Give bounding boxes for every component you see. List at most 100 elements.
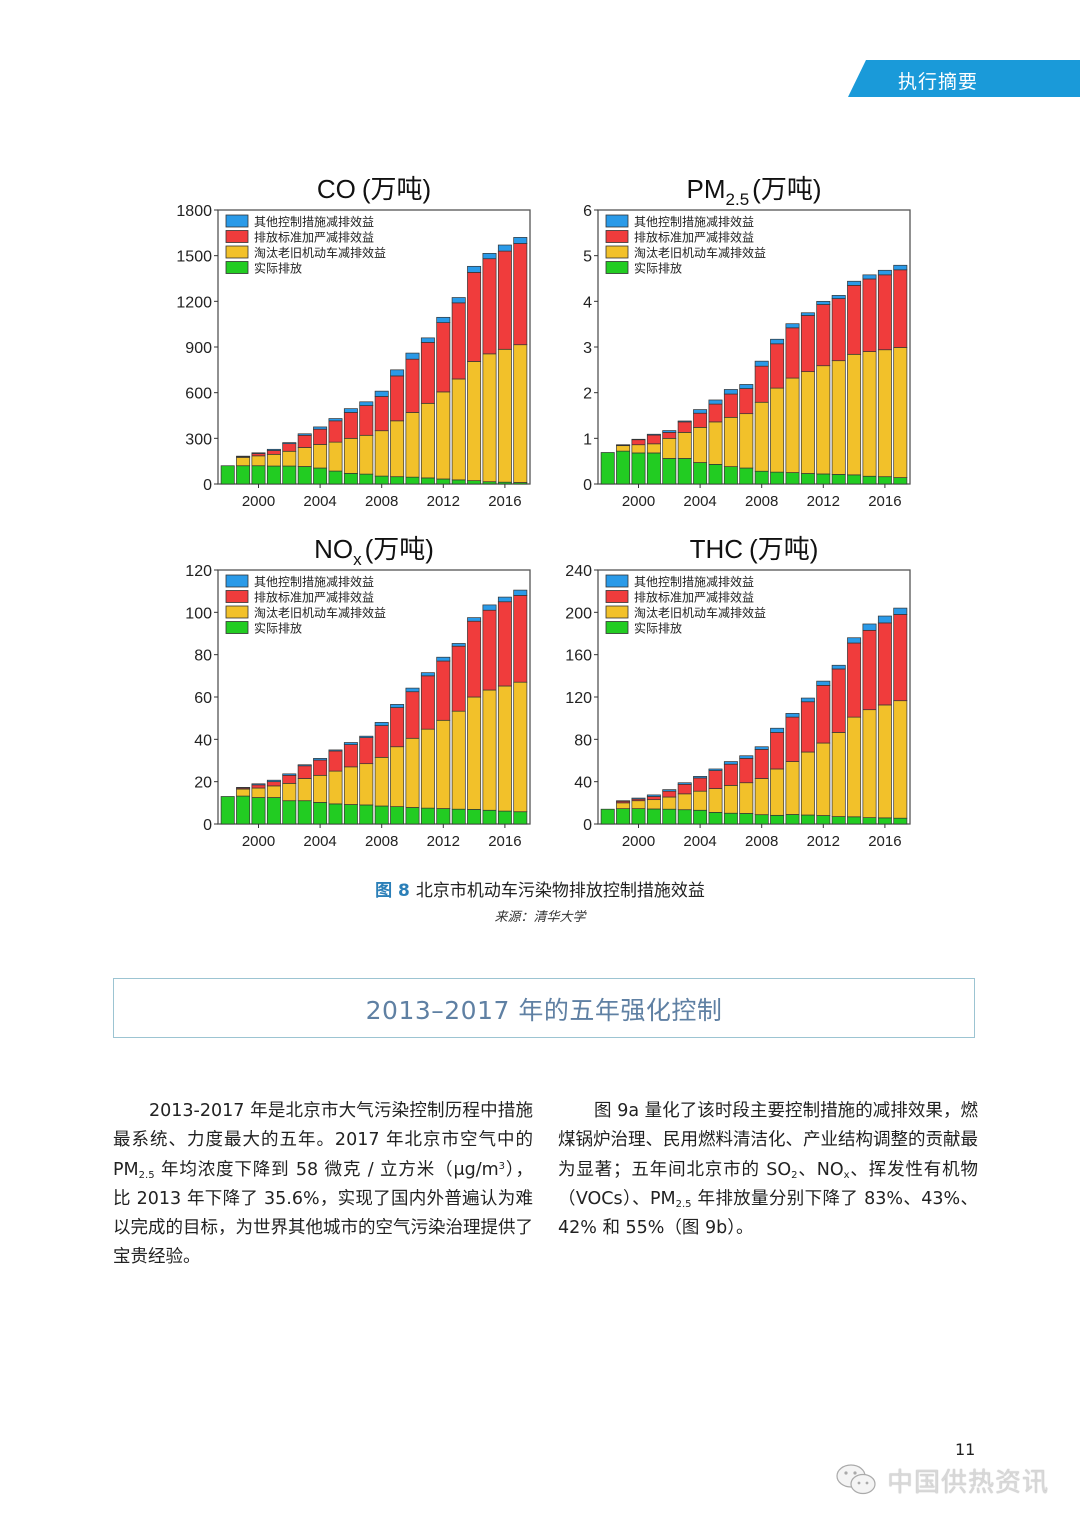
bar-segment: [236, 457, 251, 467]
bar-segment: [754, 401, 769, 472]
bar-segment: [662, 432, 677, 439]
bar-segment: [770, 814, 785, 825]
bar-segment: [616, 450, 631, 485]
bar-segment: [420, 728, 435, 809]
bar-segment: [390, 704, 405, 708]
bar-segment: [877, 622, 892, 706]
watermark: 中国供热资讯: [835, 1462, 1049, 1504]
bar-segment: [677, 793, 692, 811]
bar-segment: [862, 475, 877, 485]
bar-segment: [436, 391, 451, 480]
bar-segment: [374, 396, 389, 432]
bar-segment: [893, 607, 908, 615]
y-tick-label: 2: [583, 386, 592, 403]
x-tick-label: 2000: [622, 493, 655, 510]
bar-segment: [754, 778, 769, 816]
legend-label: 排放标准加严减排效益: [634, 230, 754, 245]
bar-segment: [451, 710, 466, 810]
bar-segment: [785, 814, 800, 825]
bar-segment: [785, 716, 800, 762]
x-tick-label: 2004: [303, 493, 336, 510]
chart-title-subscript: 2.5: [726, 190, 750, 209]
y-tick-label: 3: [583, 340, 592, 357]
bar-segment: [420, 675, 435, 730]
bar-segment: [693, 409, 708, 414]
x-tick-label: 2012: [807, 493, 840, 510]
bar-segment: [297, 765, 312, 779]
x-tick-label: 2016: [488, 493, 521, 510]
bar-segment: [877, 274, 892, 351]
text: ），比 2013 年下降了 35.6%，实现了国内外普遍认为难以完成的目标，为世…: [113, 1159, 533, 1268]
bar-segment: [266, 797, 281, 825]
bar-segment: [436, 808, 451, 825]
bar-segment: [513, 237, 528, 244]
legend-label: 其他控制措施减排效益: [634, 574, 754, 589]
y-tick-label: 0: [203, 477, 212, 494]
bar-segment: [893, 700, 908, 819]
chart-title-main: NO: [314, 534, 353, 564]
bar-segment: [708, 464, 723, 485]
bar-segment: [467, 480, 482, 485]
bar-segment: [405, 352, 420, 360]
bar-segment: [313, 428, 328, 445]
bar-segment: [390, 746, 405, 807]
bar-segment: [451, 302, 466, 380]
legend-swatch: [605, 621, 629, 634]
bar-segment: [297, 778, 312, 802]
bar-segment: [251, 783, 266, 786]
chart-title-main: THC: [690, 534, 743, 564]
bar-segment: [831, 298, 846, 362]
bar-segment: [662, 458, 677, 485]
bar-segment: [343, 804, 358, 825]
bar-segment: [513, 681, 528, 813]
bar-segment: [693, 790, 708, 811]
figure-number: 图 8: [375, 881, 410, 901]
bar-segment: [631, 438, 646, 441]
legend-label: 排放标准加严减排效益: [254, 230, 374, 245]
bar-segment: [482, 609, 497, 691]
bar-segment: [816, 742, 831, 816]
subscript: x: [843, 1169, 850, 1181]
legend-swatch: [605, 574, 629, 588]
bar-segment: [800, 473, 815, 485]
bar-segment: [847, 280, 862, 286]
bar-segment: [451, 297, 466, 304]
x-tick-label: 2016: [868, 833, 901, 850]
x-tick-label: 2008: [365, 493, 398, 510]
bar-segment: [405, 687, 420, 693]
bar-segment: [693, 809, 708, 825]
legend-swatch: [225, 590, 249, 603]
x-tick-label: 2008: [745, 833, 778, 850]
bar-segment: [313, 802, 328, 825]
bar-segment: [646, 796, 661, 801]
bar-segment: [770, 727, 785, 733]
y-tick-label: 60: [194, 690, 212, 707]
x-tick-label: 2012: [807, 833, 840, 850]
y-tick-label: 300: [185, 431, 212, 448]
y-tick-label: 80: [574, 732, 592, 749]
bar-segment: [893, 817, 908, 825]
y-tick-label: 1500: [176, 249, 212, 266]
subscript: 2.5: [138, 1169, 155, 1181]
bar-segment: [831, 668, 846, 733]
bar-segment: [723, 466, 738, 485]
bar-segment: [693, 427, 708, 463]
bar-segment: [497, 810, 512, 825]
bar-segment: [420, 342, 435, 404]
bar-segment: [374, 756, 389, 807]
bar-segment: [328, 749, 343, 752]
legend-swatch: [605, 605, 629, 619]
figure-caption-text: 北京市机动车污染物排放控制措施效益: [415, 881, 705, 901]
bar-segment: [390, 375, 405, 422]
x-tick-label: 2012: [427, 493, 460, 510]
bar-segment: [785, 323, 800, 329]
bar-segment: [877, 615, 892, 624]
bar-segment: [631, 444, 646, 454]
bar-segment: [800, 697, 815, 703]
chart-title-main: PM: [687, 174, 726, 204]
bar-segment: [420, 672, 435, 677]
bar-segment: [754, 814, 769, 825]
bar-segment: [739, 413, 754, 469]
bar-segment: [754, 360, 769, 367]
